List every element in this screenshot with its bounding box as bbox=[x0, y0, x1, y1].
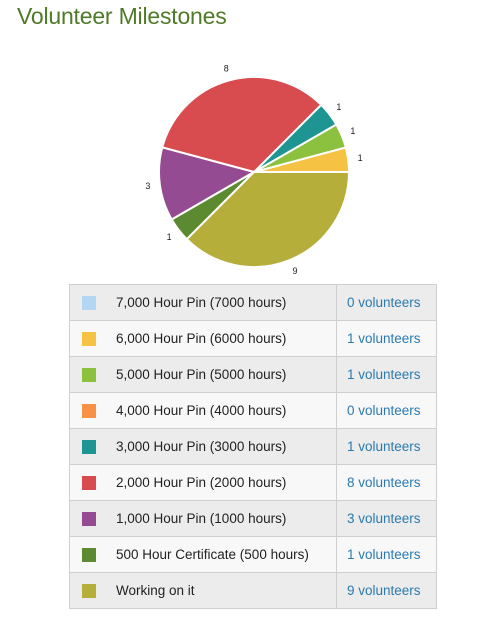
page-title: Volunteer Milestones bbox=[17, 3, 227, 29]
pie-slice bbox=[161, 76, 323, 174]
pie-slice-label: 1 bbox=[350, 126, 355, 136]
legend-swatch bbox=[82, 583, 96, 598]
volunteer-count-link[interactable]: 1 volunteers bbox=[336, 537, 436, 572]
volunteer-count-link[interactable]: 1 volunteers bbox=[336, 321, 436, 356]
legend-label: 5,000 Hour Pin (5000 hours) bbox=[116, 367, 287, 382]
legend-swatch bbox=[82, 439, 96, 454]
legend-row: Working on it 9 volunteers bbox=[70, 573, 436, 609]
legend-swatch bbox=[82, 367, 96, 382]
volunteer-count-link[interactable]: 8 volunteers bbox=[336, 465, 436, 500]
pie-slice bbox=[158, 146, 257, 221]
legend-label: Working on it bbox=[116, 583, 195, 598]
legend-row: 4,000 Hour Pin (4000 hours) 0 volunteers bbox=[70, 393, 436, 429]
pie-chart: 1 1 1 8 3 1 9 bbox=[0, 0, 497, 285]
legend-row: 1,000 Hour Pin (1000 hours) 3 volunteers bbox=[70, 501, 436, 537]
legend-label: 6,000 Hour Pin (6000 hours) bbox=[116, 331, 287, 346]
pie-slice-label: 9 bbox=[292, 266, 297, 276]
legend-row: 5,000 Hour Pin (5000 hours) 1 volunteers bbox=[70, 357, 436, 393]
legend-label: 4,000 Hour Pin (4000 hours) bbox=[116, 403, 287, 418]
volunteer-count-link[interactable]: 3 volunteers bbox=[336, 501, 436, 536]
legend-row: 7,000 Hour Pin (7000 hours) 0 volunteers bbox=[70, 285, 436, 321]
volunteer-count-link[interactable]: 0 volunteers bbox=[336, 393, 436, 428]
legend-swatch bbox=[82, 475, 96, 490]
pie-slice-label: 3 bbox=[145, 181, 150, 191]
legend-swatch bbox=[82, 295, 96, 310]
volunteer-count-link[interactable]: 9 volunteers bbox=[336, 573, 436, 608]
legend-row: 500 Hour Certificate (500 hours) 1 volunt… bbox=[70, 537, 436, 573]
pie-slice-label: 1 bbox=[336, 102, 341, 112]
legend-swatch bbox=[82, 331, 96, 346]
legend-swatch bbox=[82, 511, 96, 526]
legend-label: 7,000 Hour Pin (7000 hours) bbox=[116, 295, 287, 310]
pie-slice-label: 1 bbox=[167, 232, 172, 242]
volunteer-count-link[interactable]: 1 volunteers bbox=[336, 429, 436, 464]
legend-row: 6,000 Hour Pin (6000 hours) 1 volunteers bbox=[70, 321, 436, 357]
legend-row: 2,000 Hour Pin (2000 hours) 8 volunteers bbox=[70, 465, 436, 501]
legend-label: 2,000 Hour Pin (2000 hours) bbox=[116, 475, 287, 490]
milestone-legend-table: 7,000 Hour Pin (7000 hours) 0 volunteers 6… bbox=[69, 284, 437, 609]
pie-slice-label: 8 bbox=[224, 64, 229, 74]
legend-rows: 7,000 Hour Pin (7000 hours) 0 volunteers 6… bbox=[70, 285, 436, 609]
volunteer-count-link[interactable]: 0 volunteers bbox=[336, 285, 436, 320]
volunteer-count-link[interactable]: 1 volunteers bbox=[336, 357, 436, 392]
legend-label: 1,000 Hour Pin (1000 hours) bbox=[116, 511, 287, 526]
legend-label: 3,000 Hour Pin (3000 hours) bbox=[116, 439, 287, 454]
pie-chart-svg: 1 1 1 8 3 1 9 bbox=[145, 64, 363, 276]
legend-swatch bbox=[82, 403, 96, 418]
legend-row: 3,000 Hour Pin (3000 hours) 1 volunteers bbox=[70, 429, 436, 465]
legend-label: 500 Hour Certificate (500 hours) bbox=[116, 547, 309, 562]
pie-slice bbox=[185, 171, 351, 268]
legend-swatch bbox=[82, 547, 96, 562]
pie-slice-label: 1 bbox=[358, 153, 363, 163]
